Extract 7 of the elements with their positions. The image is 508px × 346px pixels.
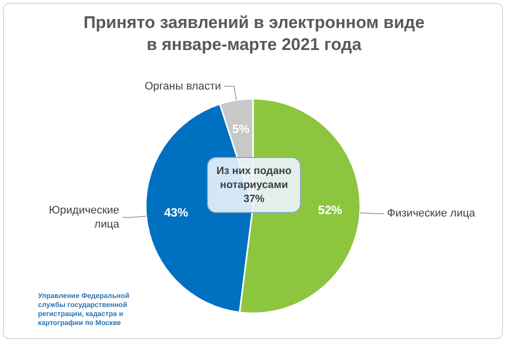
slice-label: Физические лица <box>387 208 476 220</box>
slice-label: Юридические лица <box>48 204 120 230</box>
chart-title: Принято заявлений в электронном виде в январе-марте 2021 года <box>82 12 426 56</box>
slice-label: Органы власти <box>144 80 222 92</box>
text: Из них подано нотариусами 37% <box>207 157 301 213</box>
data-label: 43% <box>164 206 188 220</box>
data-label: 52% <box>318 203 342 218</box>
